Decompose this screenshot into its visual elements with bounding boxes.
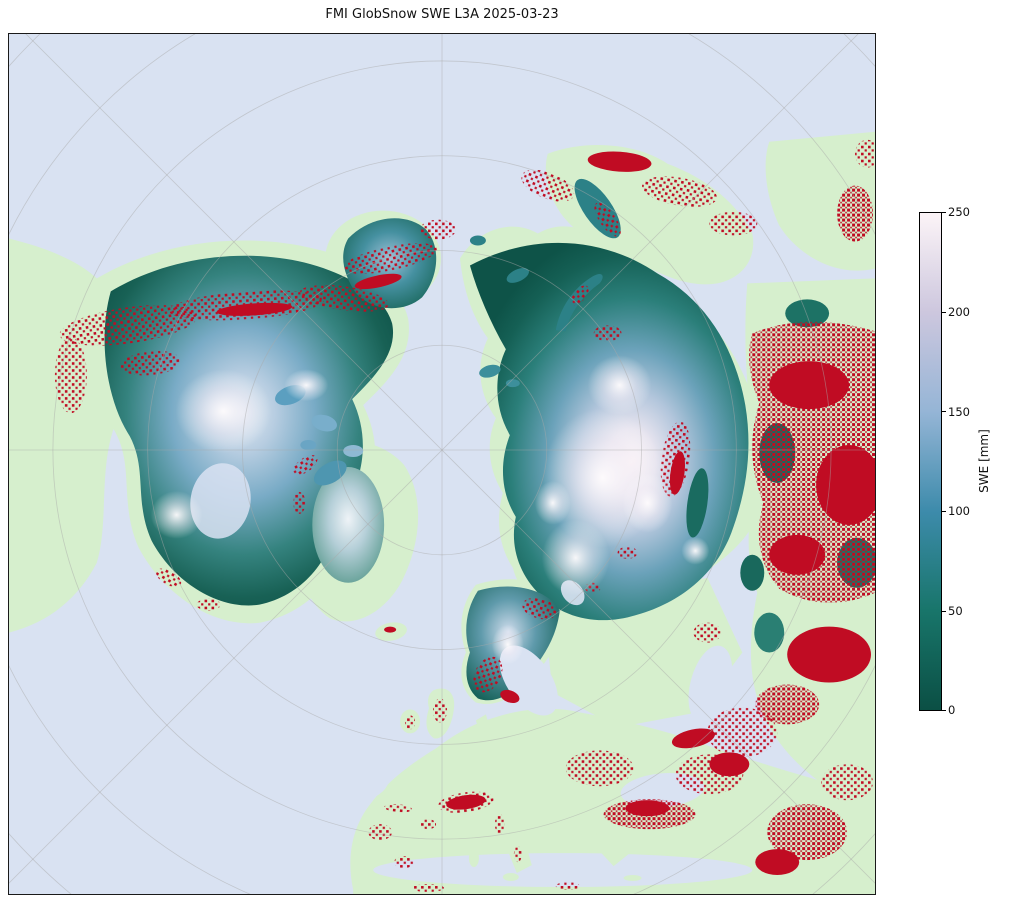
high-swe-highlights xyxy=(150,355,710,665)
colorbar-tick-label: 0 xyxy=(948,703,956,717)
graticule xyxy=(9,34,875,894)
colorbar-tick xyxy=(942,611,946,612)
colorbar-axis-label: SWE [mm] xyxy=(977,429,991,493)
colorbar-tick xyxy=(942,411,946,412)
colorbar-tick xyxy=(942,212,946,213)
bays xyxy=(190,463,585,716)
colorbar-tick xyxy=(942,511,946,512)
colorbar-tick xyxy=(942,312,946,313)
colorbar-tick-label: 150 xyxy=(948,405,970,419)
colorbar-tick-label: 100 xyxy=(948,504,970,518)
inland-seas xyxy=(339,645,753,888)
colorbar-tick-label: 250 xyxy=(948,205,970,219)
colorbar-tick xyxy=(942,710,946,711)
figure-title: FMI GlobSnow SWE L3A 2025-03-23 xyxy=(325,7,559,22)
map-canvas xyxy=(8,33,876,895)
colorbar-tick-label: 200 xyxy=(948,305,970,319)
colorbar-tick-label: 50 xyxy=(948,604,963,618)
colorbar-bar xyxy=(919,212,942,711)
colorbar xyxy=(919,212,942,711)
flagged-melt-areas xyxy=(54,139,875,893)
map-svg xyxy=(9,34,875,894)
